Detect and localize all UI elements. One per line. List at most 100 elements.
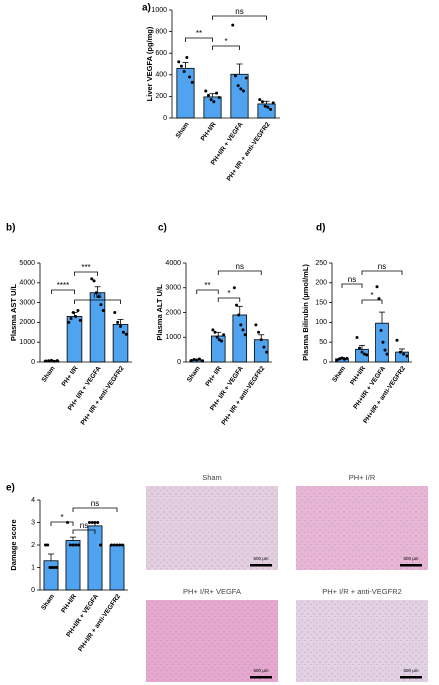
micrograph-texture bbox=[146, 486, 278, 570]
data-point bbox=[385, 352, 389, 356]
significance-label: ns bbox=[378, 262, 386, 271]
significance-label: ns bbox=[80, 521, 88, 530]
data-point bbox=[381, 340, 385, 344]
significance-bracket bbox=[196, 289, 219, 294]
data-point bbox=[217, 95, 221, 99]
y-tick-label: 4000 bbox=[19, 280, 35, 287]
y-tick-label: 2000 bbox=[165, 309, 181, 316]
bar bbox=[176, 67, 195, 119]
micrograph-title: PH+ I/R + anti-VEGFR2 bbox=[322, 587, 402, 596]
scale-label: 500 µm bbox=[253, 556, 268, 561]
data-point bbox=[124, 332, 128, 336]
data-point bbox=[269, 107, 273, 111]
data-point bbox=[46, 543, 50, 547]
significance-bracket bbox=[72, 507, 118, 512]
data-point bbox=[52, 566, 56, 569]
data-point bbox=[115, 543, 119, 547]
data-point bbox=[209, 98, 213, 102]
y-tick-label: 3000 bbox=[165, 285, 181, 292]
significance-bracket bbox=[361, 299, 383, 304]
data-point bbox=[345, 356, 349, 360]
significance-bracket bbox=[185, 37, 213, 42]
y-tick-label: 1000 bbox=[151, 7, 167, 14]
data-point bbox=[204, 89, 208, 93]
x-tick-label: Sham bbox=[41, 365, 57, 384]
error-bar bbox=[379, 311, 385, 324]
data-point bbox=[363, 352, 366, 356]
data-point bbox=[97, 295, 101, 299]
data-point bbox=[395, 338, 399, 342]
data-point bbox=[237, 313, 241, 317]
data-point bbox=[44, 543, 47, 547]
data-point bbox=[71, 543, 75, 547]
significance-label: *** bbox=[81, 263, 90, 272]
y-tick-label: 150 bbox=[315, 299, 327, 306]
scale-bar bbox=[250, 564, 272, 567]
data-point bbox=[185, 56, 189, 60]
bar bbox=[87, 525, 103, 591]
data-point bbox=[271, 101, 275, 105]
x-tick-label: Sham bbox=[40, 593, 56, 612]
data-point bbox=[192, 358, 196, 362]
data-point bbox=[215, 91, 219, 95]
significance-label: ns bbox=[235, 7, 243, 16]
error-bar bbox=[263, 100, 270, 104]
data-point bbox=[44, 359, 48, 363]
x-tick-label: PH+I/R + anti-VEGFR2 bbox=[77, 593, 122, 653]
y-tick-label: 3000 bbox=[19, 299, 35, 306]
micrograph-title: Sham bbox=[202, 473, 222, 482]
data-point bbox=[244, 76, 248, 80]
data-point bbox=[110, 543, 113, 547]
error-bar bbox=[48, 553, 54, 561]
x-tick-label: PH+I/R bbox=[349, 365, 367, 387]
data-point bbox=[55, 359, 59, 363]
y-tick-label: 2 bbox=[31, 542, 35, 549]
data-point bbox=[206, 93, 210, 97]
data-point bbox=[50, 358, 53, 362]
significance-bracket bbox=[74, 299, 121, 304]
data-point bbox=[121, 330, 125, 334]
significance-label: * bbox=[370, 291, 373, 300]
x-tick-label: Sham bbox=[331, 365, 347, 384]
micrograph-texture bbox=[296, 486, 428, 570]
y-tick-label: 0 bbox=[31, 587, 35, 594]
scale-bar bbox=[400, 676, 422, 679]
data-point bbox=[50, 566, 54, 569]
data-point bbox=[90, 277, 94, 281]
data-point bbox=[116, 320, 120, 324]
y-tick-label: 0 bbox=[31, 359, 35, 366]
significance-bracket bbox=[217, 270, 262, 275]
data-point bbox=[375, 285, 379, 289]
significance-bracket bbox=[72, 529, 96, 534]
significance-label: * bbox=[227, 289, 230, 298]
scale-label: 500 µm bbox=[403, 556, 418, 561]
error-bar bbox=[359, 344, 365, 350]
data-point bbox=[231, 23, 235, 27]
data-point bbox=[113, 311, 117, 314]
data-point bbox=[405, 354, 409, 358]
significance-bracket bbox=[361, 270, 403, 275]
data-point bbox=[74, 543, 78, 547]
error-bar bbox=[182, 61, 189, 69]
data-point bbox=[182, 70, 186, 74]
data-point bbox=[55, 566, 58, 569]
error-bar bbox=[70, 536, 76, 541]
data-point bbox=[213, 330, 217, 334]
data-point bbox=[259, 338, 263, 342]
y-tick-label: 1000 bbox=[19, 339, 35, 346]
data-point bbox=[99, 303, 103, 307]
significance-label: ns bbox=[348, 275, 356, 284]
data-point bbox=[121, 543, 124, 547]
data-point bbox=[68, 543, 72, 547]
data-point bbox=[52, 359, 56, 363]
data-point bbox=[257, 330, 261, 334]
data-point bbox=[112, 543, 116, 547]
data-point bbox=[265, 350, 269, 354]
data-point bbox=[235, 303, 239, 307]
data-point bbox=[77, 543, 80, 547]
data-point bbox=[243, 333, 247, 337]
data-point bbox=[335, 358, 339, 362]
data-point bbox=[260, 100, 264, 104]
significance-label: ns bbox=[236, 262, 244, 271]
